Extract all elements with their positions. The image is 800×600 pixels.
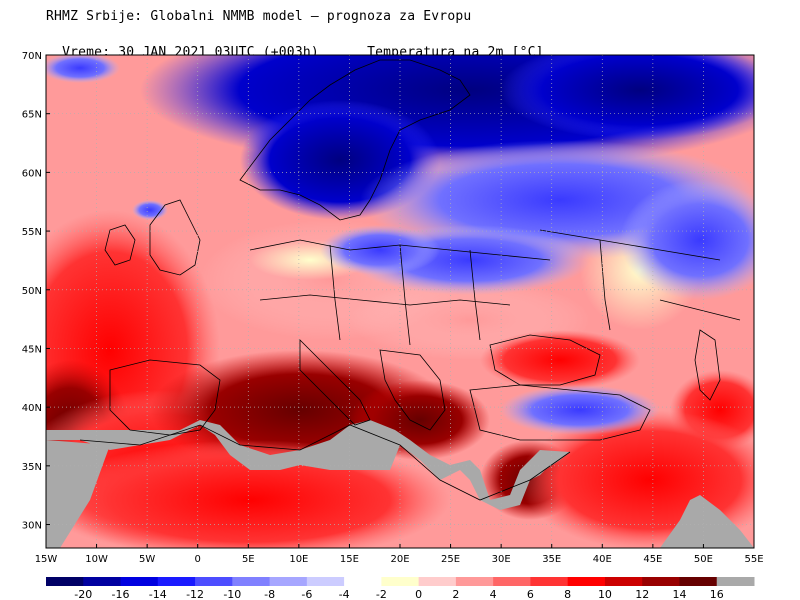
land-mask-mediterranean — [46, 420, 570, 510]
color-scale-swatch — [716, 577, 755, 586]
color-scale-swatch — [195, 577, 233, 586]
longitude-label: 20E — [390, 554, 409, 565]
color-scale-swatch — [269, 577, 308, 586]
latitude-labels: 70N 65N 60N 55N 50N 45N 40N 35N 30N — [22, 51, 50, 532]
temperature-field — [46, 55, 754, 548]
color-scale-label: 6 — [527, 588, 534, 600]
longitude-labels: 15W 10W 5W 0 5E 10E 15E 20E 25E 30E 35E 40E 45E 50E 55… — [35, 544, 764, 565]
color-scale-swatch — [679, 577, 718, 586]
longitude-label: 0 — [195, 554, 201, 565]
color-scale-label: -2 — [376, 588, 387, 600]
longitude-label: 40E — [593, 554, 612, 565]
longitude-label: 15E — [340, 554, 359, 565]
color-scale: -20 -16 -14 -12 -10 -8 -6 -4 -2 0 2 4 6 8 10 12 14 16 — [46, 577, 755, 600]
color-scale-label: 10 — [598, 588, 612, 600]
longitude-label: 30E — [492, 554, 511, 565]
longitude-label: 25E — [441, 554, 460, 565]
color-scale-swatch — [83, 577, 122, 586]
color-scale-swatch — [344, 577, 382, 586]
color-scale-label: 0 — [415, 588, 422, 600]
color-scale-label: -12 — [186, 588, 204, 600]
color-scale-swatch — [567, 577, 606, 586]
color-scale-label: -14 — [149, 588, 167, 600]
color-scale-label: -8 — [264, 588, 275, 600]
longitude-label: 45E — [643, 554, 662, 565]
color-scale-swatch — [493, 577, 531, 586]
color-scale-swatch — [232, 577, 271, 586]
latitude-label: 35N — [22, 462, 42, 473]
latitude-label: 40N — [22, 403, 42, 414]
color-scale-swatch — [120, 577, 159, 586]
latitude-label: 50N — [22, 286, 42, 297]
longitude-label: 50E — [694, 554, 713, 565]
latitude-label: 65N — [22, 110, 42, 121]
color-scale-swatch — [306, 577, 345, 586]
longitude-label: 10W — [85, 554, 108, 565]
color-scale-swatch — [157, 577, 196, 586]
color-scale-swatch — [530, 577, 569, 586]
color-scale-label: 2 — [452, 588, 459, 600]
color-scale-label: 12 — [635, 588, 649, 600]
latitude-label: 45N — [22, 344, 42, 355]
color-scale-label: 14 — [672, 588, 686, 600]
color-scale-label: -20 — [74, 588, 92, 600]
color-scale-swatch — [642, 577, 680, 586]
land-mask-gulf — [660, 495, 754, 548]
longitude-label: 5E — [242, 554, 255, 565]
color-scale-swatch — [418, 577, 457, 586]
longitude-label: 10E — [289, 554, 308, 565]
map-title: RHMZ Srbije: Globalni NMMB model — progn… — [46, 9, 472, 24]
color-scale-swatch — [46, 577, 84, 586]
color-scale-label: 16 — [710, 588, 724, 600]
latitude-label: 70N — [22, 51, 42, 62]
color-scale-swatch — [381, 577, 420, 586]
longitude-label: 5W — [139, 554, 155, 565]
longitude-label: 35E — [542, 554, 561, 565]
color-scale-label: -10 — [223, 588, 241, 600]
latitude-label: 60N — [22, 168, 42, 179]
latitude-label: 55N — [22, 227, 42, 238]
color-scale-label: -16 — [112, 588, 130, 600]
color-scale-label: 4 — [490, 588, 497, 600]
longitude-label: 55E — [744, 554, 763, 565]
color-scale-label: -4 — [339, 588, 350, 600]
latitude-label: 30N — [22, 521, 42, 532]
color-scale-swatch — [455, 577, 494, 586]
color-scale-swatch — [604, 577, 643, 586]
land-mask-sw — [46, 440, 110, 548]
color-scale-label: 8 — [564, 588, 571, 600]
color-scale-label: -6 — [301, 588, 312, 600]
coastlines — [79, 59, 741, 501]
longitude-label: 15W — [35, 554, 58, 565]
